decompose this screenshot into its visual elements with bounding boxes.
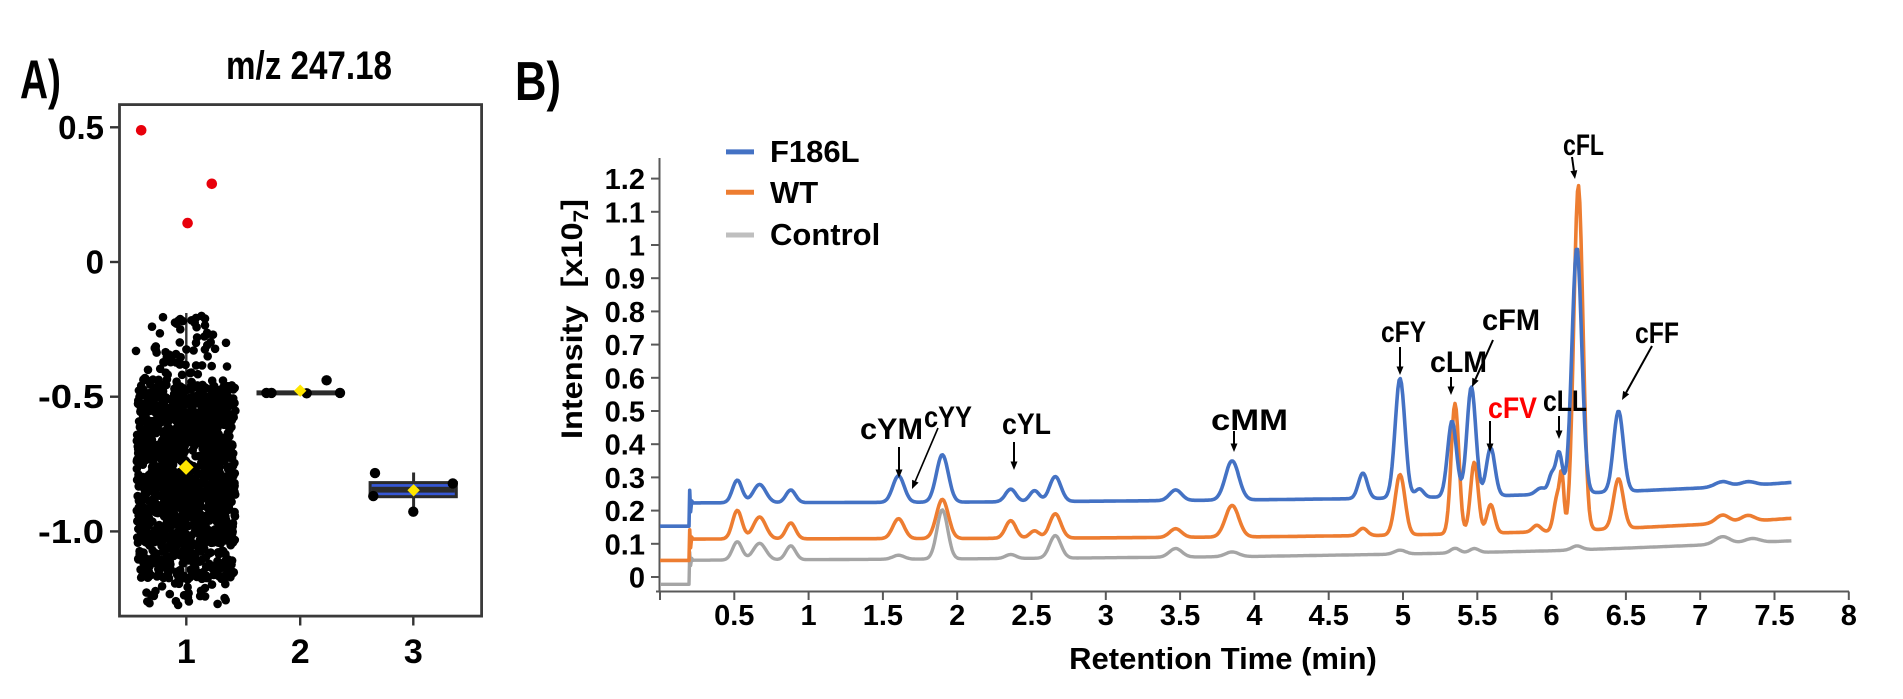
svg-text:Control: Control — [770, 217, 880, 252]
svg-text:0.8: 0.8 — [605, 297, 645, 329]
svg-text:0.1: 0.1 — [605, 529, 645, 561]
svg-text:cMM: cMM — [1211, 404, 1288, 437]
svg-text:cYM: cYM — [860, 413, 923, 446]
svg-text:5.5: 5.5 — [1457, 600, 1497, 632]
svg-text:0: 0 — [86, 244, 104, 281]
svg-text:cFV: cFV — [1488, 392, 1537, 425]
svg-text:1: 1 — [629, 231, 645, 263]
svg-text:WT: WT — [770, 175, 818, 210]
svg-text:Intensity [x107]: Intensity [x107] — [556, 199, 593, 439]
svg-text:A): A) — [20, 48, 61, 110]
svg-text:cFF: cFF — [1635, 317, 1679, 350]
svg-text:cYL: cYL — [1002, 408, 1051, 441]
svg-text:cFY: cFY — [1381, 316, 1426, 349]
svg-text:cFL: cFL — [1563, 129, 1604, 162]
svg-text:0.5: 0.5 — [58, 109, 104, 146]
svg-text:2.5: 2.5 — [1011, 600, 1051, 632]
svg-text:F186L: F186L — [770, 134, 860, 169]
svg-text:1: 1 — [801, 600, 817, 632]
svg-text:8: 8 — [1841, 600, 1857, 632]
svg-text:3.5: 3.5 — [1160, 600, 1200, 632]
svg-text:3: 3 — [1098, 600, 1114, 632]
svg-text:5: 5 — [1395, 600, 1411, 632]
svg-text:2: 2 — [291, 633, 310, 671]
svg-text:0.5: 0.5 — [605, 397, 645, 429]
svg-text:0.6: 0.6 — [605, 363, 645, 395]
svg-text:4.5: 4.5 — [1309, 600, 1349, 632]
svg-text:4: 4 — [1246, 600, 1262, 632]
svg-text:0.2: 0.2 — [605, 496, 645, 528]
svg-text:cFM: cFM — [1482, 304, 1540, 337]
svg-text:cYY: cYY — [924, 401, 972, 434]
svg-text:1: 1 — [177, 633, 196, 671]
svg-text:0: 0 — [629, 563, 645, 595]
svg-text:-1.0: -1.0 — [38, 513, 104, 550]
svg-text:0.3: 0.3 — [605, 463, 645, 495]
svg-text:Retention Time (min): Retention Time (min) — [1069, 641, 1377, 676]
svg-text:0.4: 0.4 — [605, 430, 645, 462]
svg-text:-0.5: -0.5 — [38, 378, 104, 415]
svg-text:7: 7 — [1692, 600, 1708, 632]
svg-text:m/z 247.18: m/z 247.18 — [226, 44, 392, 88]
svg-text:B): B) — [515, 50, 561, 112]
svg-text:cLL: cLL — [1543, 385, 1587, 418]
svg-text:3: 3 — [404, 633, 423, 671]
svg-text:2: 2 — [949, 600, 965, 632]
svg-text:1.1: 1.1 — [605, 197, 645, 229]
svg-text:6: 6 — [1544, 600, 1560, 632]
svg-text:0.5: 0.5 — [714, 600, 754, 632]
svg-text:1.5: 1.5 — [863, 600, 903, 632]
svg-text:6.5: 6.5 — [1606, 600, 1646, 632]
svg-text:0.7: 0.7 — [605, 330, 645, 362]
svg-text:0.9: 0.9 — [605, 264, 645, 296]
svg-text:1.2: 1.2 — [605, 164, 645, 196]
svg-text:7.5: 7.5 — [1754, 600, 1794, 632]
